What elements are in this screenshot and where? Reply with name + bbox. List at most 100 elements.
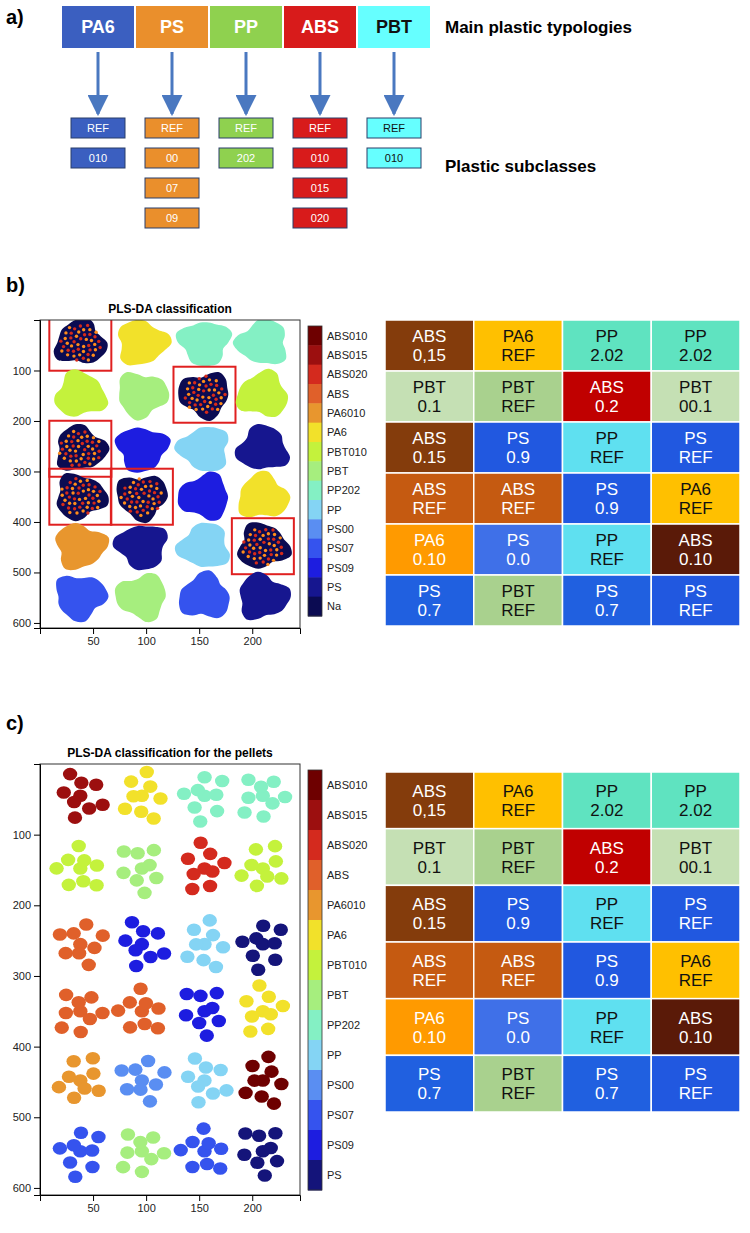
table-cell-text: 0.7 (595, 1084, 619, 1103)
table-cell (385, 942, 474, 999)
tick: 200 (244, 628, 262, 647)
pellet (67, 796, 81, 809)
pellet (201, 1137, 215, 1150)
table-cell (563, 524, 652, 575)
pellet (141, 1055, 155, 1068)
table-cell (563, 320, 652, 371)
table-cell-text: ABS (679, 531, 713, 550)
colorbar-label: PA6 (327, 426, 347, 438)
pellet (55, 1021, 69, 1034)
table-cell (385, 371, 474, 422)
sample-blob (57, 473, 109, 521)
speckle (82, 483, 85, 486)
pellet (123, 996, 137, 1009)
tick-label: 100 (13, 829, 31, 841)
subclass-label: 00 (166, 152, 178, 164)
colorbar-label: PP202 (327, 484, 360, 496)
speckle (70, 331, 73, 334)
speckle (254, 534, 257, 537)
speckle (255, 561, 258, 564)
table-cell (651, 320, 740, 371)
colorbar: ABS010ABS015ABS020ABSPA6010PA6PBT010PBTP… (308, 326, 367, 617)
pellet (265, 797, 279, 810)
table-cell-text: PP (596, 531, 619, 550)
colorbar-segment (308, 423, 322, 443)
speckle (193, 403, 196, 406)
tick-label: 300 (13, 970, 31, 982)
typology-heading: Main plastic typologies (445, 18, 632, 37)
pellet-cluster (116, 1128, 171, 1178)
pellet (77, 1082, 91, 1095)
table-cell-text: 0.0 (506, 550, 530, 569)
speckle (252, 546, 255, 549)
tick-label: 200 (244, 1202, 262, 1214)
plot-background (40, 320, 300, 628)
highlight-box (111, 469, 173, 525)
colorbar-segment (308, 539, 322, 559)
blob-shape (174, 427, 228, 471)
speckle (78, 353, 81, 356)
pellet (245, 1010, 259, 1023)
pellet (214, 1142, 228, 1155)
pellet (130, 847, 144, 860)
colorbar-frame (308, 326, 322, 616)
arrow (245, 52, 248, 114)
speckle (74, 449, 77, 452)
colorbar-segment (308, 1160, 322, 1191)
speckle (61, 494, 64, 497)
speckle (186, 387, 189, 390)
axis: 50100150200 (41, 628, 301, 647)
speckle (98, 346, 101, 349)
colorbar-label: PS00 (327, 1079, 354, 1091)
speckle (258, 556, 261, 559)
pellet (58, 947, 72, 960)
pellet (267, 1097, 281, 1110)
pellet (137, 1018, 151, 1031)
pellet (143, 951, 157, 964)
table-cell-text: REF (679, 1084, 713, 1103)
table-cell-text: REF (501, 801, 535, 820)
speckle (207, 396, 210, 399)
pellet (191, 784, 205, 797)
pellet (68, 1170, 82, 1183)
blob-shape (235, 424, 290, 469)
pellet-cluster (118, 916, 171, 972)
speckle (119, 496, 122, 499)
colorbar-segment (308, 597, 322, 617)
pellet (143, 1095, 157, 1108)
table-cell-text: REF (501, 1084, 535, 1103)
colorbar-segment (308, 770, 322, 801)
speckle (271, 528, 274, 531)
speckle (123, 486, 126, 489)
table-cell-text: REF (501, 346, 535, 365)
speckle (156, 507, 159, 510)
speckle (87, 457, 90, 460)
colorbar-label: ABS015 (327, 349, 367, 361)
pellet (193, 836, 207, 849)
table-cell (385, 422, 474, 473)
speckle (87, 452, 90, 455)
subclass-label: REF (235, 122, 257, 134)
tick-mark (34, 835, 40, 836)
table-cell-text: 0.10 (413, 550, 446, 569)
speckle (188, 401, 191, 404)
speckle (74, 477, 77, 480)
blob-shape (175, 523, 230, 567)
table-cell-text: PBT (502, 839, 535, 858)
colorbar-label: PP (327, 504, 342, 516)
speckle (88, 348, 91, 351)
blob-shape (237, 522, 292, 568)
speckle (267, 532, 270, 535)
table-cell-text: 0,15 (413, 801, 446, 820)
speckle (247, 555, 250, 558)
colorbar-segment (308, 860, 322, 891)
subclass-box (145, 118, 199, 138)
pellet-cluster (49, 840, 104, 892)
speckle (93, 485, 96, 488)
table-cell-text: 0.9 (595, 499, 619, 518)
pellet (249, 843, 263, 856)
typology: PSREF000709 (136, 6, 208, 228)
speckle (91, 441, 94, 444)
table-cell-text: REF (501, 858, 535, 877)
speckle (85, 439, 88, 442)
